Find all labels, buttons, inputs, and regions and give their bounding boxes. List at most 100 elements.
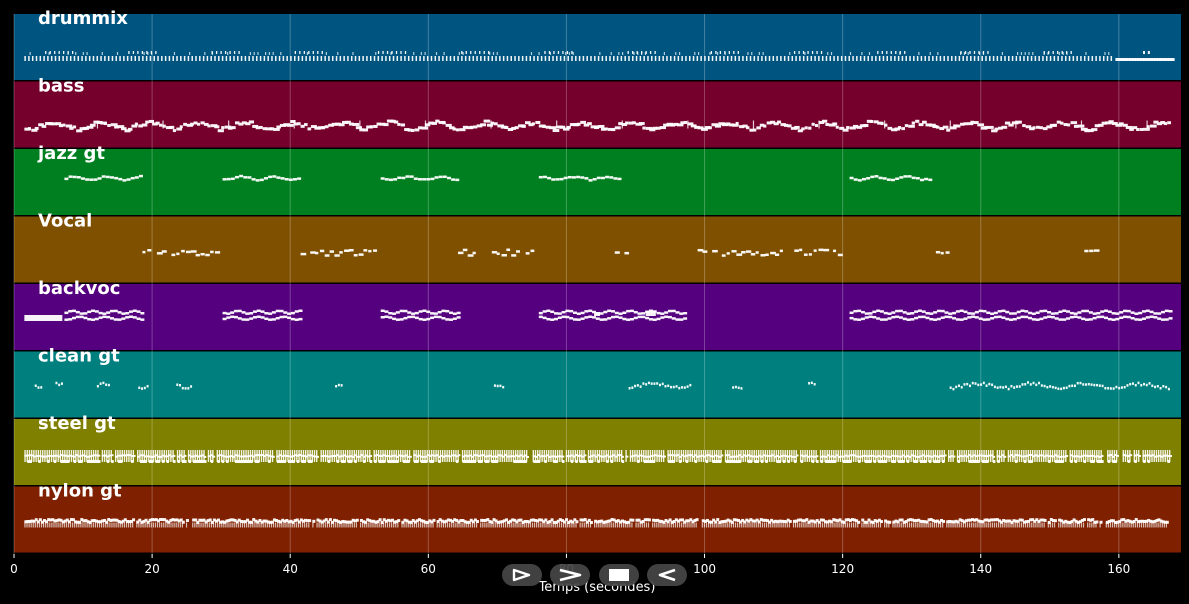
note (963, 454, 967, 457)
note (384, 315, 389, 319)
note (514, 56, 516, 61)
note (102, 312, 107, 315)
note (226, 316, 231, 319)
note (300, 252, 307, 256)
note (359, 128, 365, 132)
note (589, 522, 592, 528)
note (1143, 522, 1145, 528)
note (599, 318, 604, 321)
note (877, 51, 879, 54)
note (162, 124, 166, 128)
note (1111, 318, 1116, 321)
note (929, 518, 933, 522)
note (539, 455, 543, 458)
note (658, 56, 661, 61)
note (989, 522, 991, 528)
note (270, 522, 273, 528)
note (837, 56, 839, 61)
note (683, 120, 688, 124)
note (438, 518, 442, 522)
note (328, 518, 332, 522)
note (198, 454, 202, 457)
note (632, 51, 634, 54)
note (538, 522, 540, 528)
play-fast-button[interactable] (550, 564, 590, 586)
note (136, 310, 141, 313)
note (831, 460, 835, 463)
note (48, 454, 52, 457)
note (747, 519, 751, 523)
note (801, 127, 805, 131)
note (117, 460, 121, 463)
note (286, 123, 294, 127)
note (343, 520, 347, 524)
note (652, 518, 656, 522)
note (413, 520, 417, 524)
note (252, 522, 254, 528)
play-outline-button[interactable] (502, 564, 542, 586)
note (219, 522, 221, 528)
note (1114, 522, 1116, 528)
note (741, 251, 746, 254)
note (704, 126, 711, 130)
note (152, 455, 156, 458)
note (702, 455, 706, 458)
note (128, 310, 133, 313)
note (707, 126, 712, 130)
note (788, 522, 790, 528)
note (254, 522, 256, 528)
stop-button[interactable] (599, 564, 639, 586)
note (1047, 520, 1051, 524)
note (409, 522, 411, 528)
note (567, 175, 572, 179)
note (836, 522, 838, 528)
note (917, 309, 922, 312)
note (676, 454, 680, 457)
note (770, 522, 772, 528)
note (739, 522, 741, 528)
note (441, 455, 445, 458)
rewind-button[interactable] (647, 564, 687, 586)
note (103, 522, 105, 528)
note (348, 122, 354, 126)
note (324, 522, 326, 528)
note (689, 454, 693, 457)
note (1022, 520, 1026, 524)
note (98, 316, 103, 319)
note (1033, 522, 1035, 528)
note (246, 518, 250, 522)
note (348, 248, 354, 252)
note (347, 520, 351, 524)
note (314, 126, 321, 130)
note (1126, 58, 1131, 61)
note (347, 522, 349, 528)
note (883, 455, 887, 458)
note (581, 522, 583, 528)
note (72, 522, 74, 528)
note (430, 56, 433, 61)
note (580, 176, 585, 179)
note (542, 522, 544, 528)
note (493, 460, 497, 463)
note (612, 522, 614, 528)
note (996, 56, 999, 61)
note (1090, 460, 1093, 463)
note (411, 56, 414, 61)
note (337, 520, 341, 524)
note (390, 119, 396, 123)
note (418, 310, 423, 313)
note (622, 317, 627, 321)
note (570, 454, 574, 457)
note (1030, 56, 1033, 61)
note (751, 455, 755, 458)
note (403, 316, 408, 320)
note (952, 455, 956, 458)
note (681, 56, 683, 61)
note (130, 176, 135, 180)
note (407, 522, 409, 528)
note (1015, 56, 1018, 61)
note (1016, 519, 1020, 523)
note (904, 522, 906, 528)
note (645, 522, 648, 528)
note (456, 311, 461, 315)
